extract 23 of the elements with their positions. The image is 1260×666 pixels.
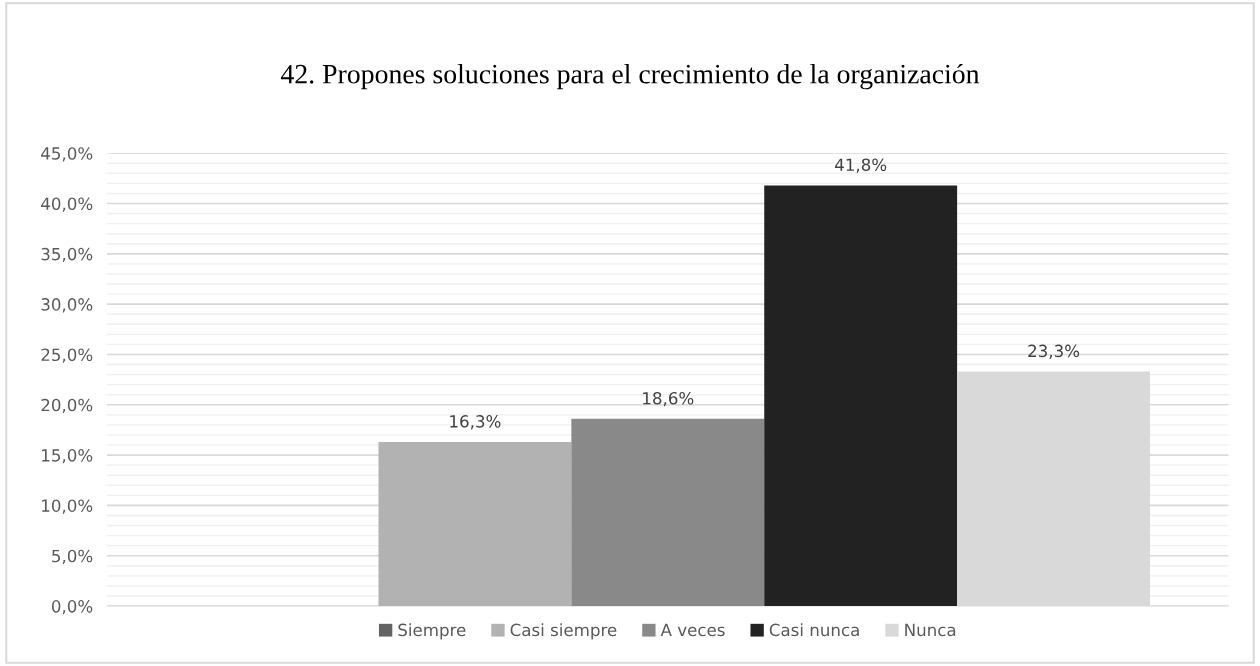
y-tick-label: 20,0% xyxy=(41,398,93,414)
legend-label: Casi nunca xyxy=(769,623,859,637)
y-tick-label: 10,0% xyxy=(42,499,93,514)
bar xyxy=(571,418,765,607)
bar xyxy=(378,442,572,607)
data-label: 18,6% xyxy=(643,391,694,407)
legend-label: Casi siempre xyxy=(510,623,617,640)
data-label: 23,3% xyxy=(1028,344,1080,359)
chart-title: 42. Propones soluciones para el crecimiento de la organización xyxy=(280,63,980,90)
y-tick-label: 35,0% xyxy=(41,247,93,263)
y-tick-label: 30,0% xyxy=(41,298,93,313)
y-tick-label: 0,0% xyxy=(51,600,93,615)
data-label: 16,3% xyxy=(450,415,501,430)
y-tick-label: 5,0% xyxy=(52,549,93,565)
y-tick-label: 45,0% xyxy=(41,147,93,162)
bar xyxy=(764,185,958,607)
legend-label: A veces xyxy=(660,623,725,637)
y-tick-label: 40,0% xyxy=(41,197,93,212)
legend-label: Siempre xyxy=(398,623,466,640)
y-tick-label: 25,0% xyxy=(41,348,93,363)
legend-label: Nunca xyxy=(905,623,956,637)
y-tick-label: 15,0% xyxy=(42,449,93,464)
data-label: 41,8% xyxy=(835,158,887,173)
